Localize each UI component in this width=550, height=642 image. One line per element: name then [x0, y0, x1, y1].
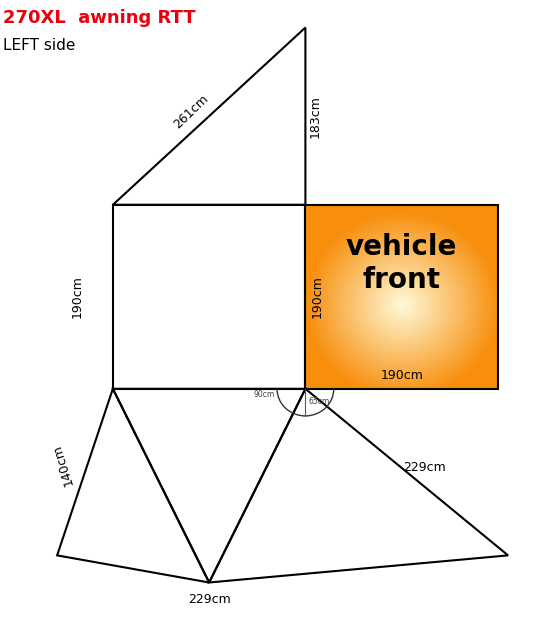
Text: vehicle
front: vehicle front [346, 234, 458, 294]
Text: 190cm: 190cm [311, 275, 324, 318]
Text: 140cm: 140cm [50, 442, 75, 487]
Text: 190cm: 190cm [380, 369, 423, 382]
Text: 190cm: 190cm [71, 275, 84, 318]
Text: 90cm: 90cm [254, 390, 275, 399]
Text: 229cm: 229cm [404, 461, 447, 474]
Text: 261cm: 261cm [171, 92, 211, 131]
Text: 270XL  awning RTT: 270XL awning RTT [3, 9, 196, 27]
Text: 65cm: 65cm [309, 397, 329, 406]
Text: 229cm: 229cm [188, 593, 230, 607]
Text: 183cm: 183cm [309, 95, 322, 137]
Text: LEFT side: LEFT side [3, 38, 76, 53]
